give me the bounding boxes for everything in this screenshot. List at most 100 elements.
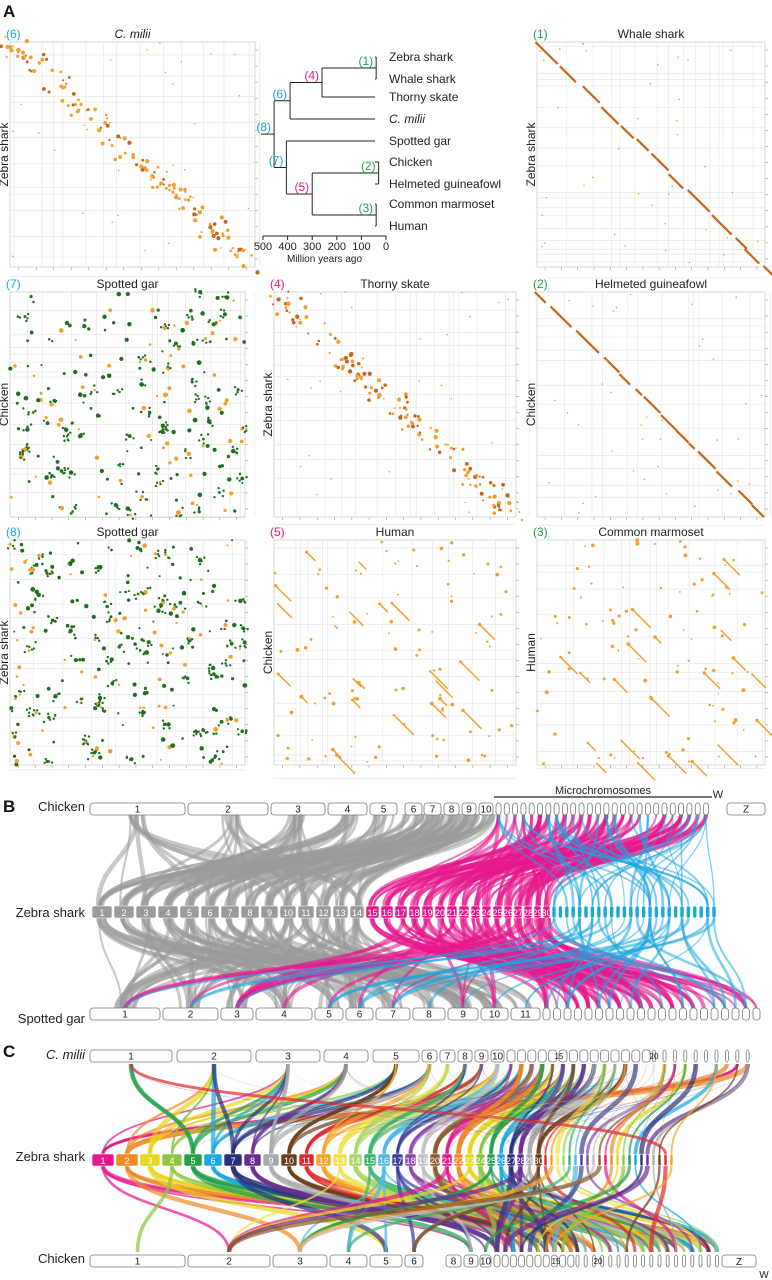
dot [475,631,478,634]
dot [377,745,381,749]
dot [202,729,206,733]
dot [156,165,160,169]
dot [221,316,225,319]
dot [602,677,606,681]
dot [71,92,76,96]
dot [176,510,181,515]
dot [220,674,224,678]
synteny-ribbon [446,1063,738,1155]
dot [171,182,177,188]
dot [157,549,160,553]
dotplot-title: Spotted gar [96,277,158,291]
dot [637,657,640,660]
dot [141,754,145,758]
panel-b-middle-chromosome [91,905,113,919]
dot [16,427,21,431]
dot [238,598,243,604]
dot [183,168,186,171]
diagonal-segment [650,697,671,718]
dot [209,340,212,343]
dot [403,392,408,397]
synteny-ribbon [212,1063,637,1155]
dot [9,706,14,711]
dot [442,738,446,742]
dot [166,423,169,427]
dot [112,321,116,325]
dot [70,625,74,629]
dot [220,627,223,631]
dot [47,338,51,341]
dot [111,392,115,396]
panel-b-middle-chromosome-label: 25 [492,908,502,918]
dot [330,478,332,480]
synteny-ribbon [355,1063,466,1155]
dot [161,719,165,722]
dot [49,402,54,407]
synteny-ribbon [170,1063,398,1155]
dot [105,605,108,608]
dot [545,196,548,199]
synteny-ribbon [128,1063,196,1155]
dot [279,649,283,653]
dot [19,542,24,547]
synteny-ribbon [630,813,699,907]
dot [43,628,48,633]
dot [46,712,50,716]
dot [185,676,190,681]
dot [621,125,624,127]
dot [333,336,337,340]
dot [93,388,96,392]
dot [481,499,485,502]
dot [238,479,241,482]
panel-b-middle-chromosome [200,905,220,919]
dot [686,737,691,741]
dot [103,328,107,332]
dot [590,543,595,548]
dot [226,228,230,232]
synteny-ribbon [622,1063,666,1155]
dot [168,339,172,343]
dot [656,156,658,159]
dot [57,575,61,580]
panel-c-middle-chromosome [115,1153,139,1167]
dot [22,407,25,410]
dotplot-ylabel: Human [524,633,538,672]
synteny-ribbon [358,917,716,1011]
synteny-ribbon [345,1063,521,1155]
panel-b-bottom-chromosome [447,1007,479,1021]
dot [169,354,173,358]
dot [158,575,161,578]
dot [201,444,205,448]
dot [155,481,159,484]
panel-c-top-small-chromosome [569,1049,578,1063]
dot [167,386,172,391]
panel-b-top-chromosome-label: 1 [135,805,141,816]
dot [186,637,189,640]
panel-b-middle-chromosome-label: 26 [503,908,513,918]
synteny-ribbon [147,1165,389,1253]
dot [17,665,22,670]
panel-b-middle-chromosome-label: 7 [227,908,232,918]
dot [540,245,543,248]
dot [119,591,122,594]
dot [318,568,322,571]
synteny-ribbon [128,813,363,907]
dot [436,737,439,741]
dot [225,718,230,722]
dot [19,451,22,454]
diagonal-segment [686,189,711,213]
dot [21,50,25,55]
dot [418,648,422,652]
panel-c-middle-species: Zebra shark [16,1149,86,1164]
dotplot-tag: (8) [6,525,21,539]
panel-c-middle-chromosome [591,1153,596,1167]
synteny-ribbon [345,1063,558,1155]
dot [109,660,113,664]
dot [62,434,66,438]
dot [507,298,509,301]
dot [417,417,422,422]
dot [242,659,246,663]
dot [657,465,659,468]
dot [667,193,670,195]
dot [235,451,238,454]
